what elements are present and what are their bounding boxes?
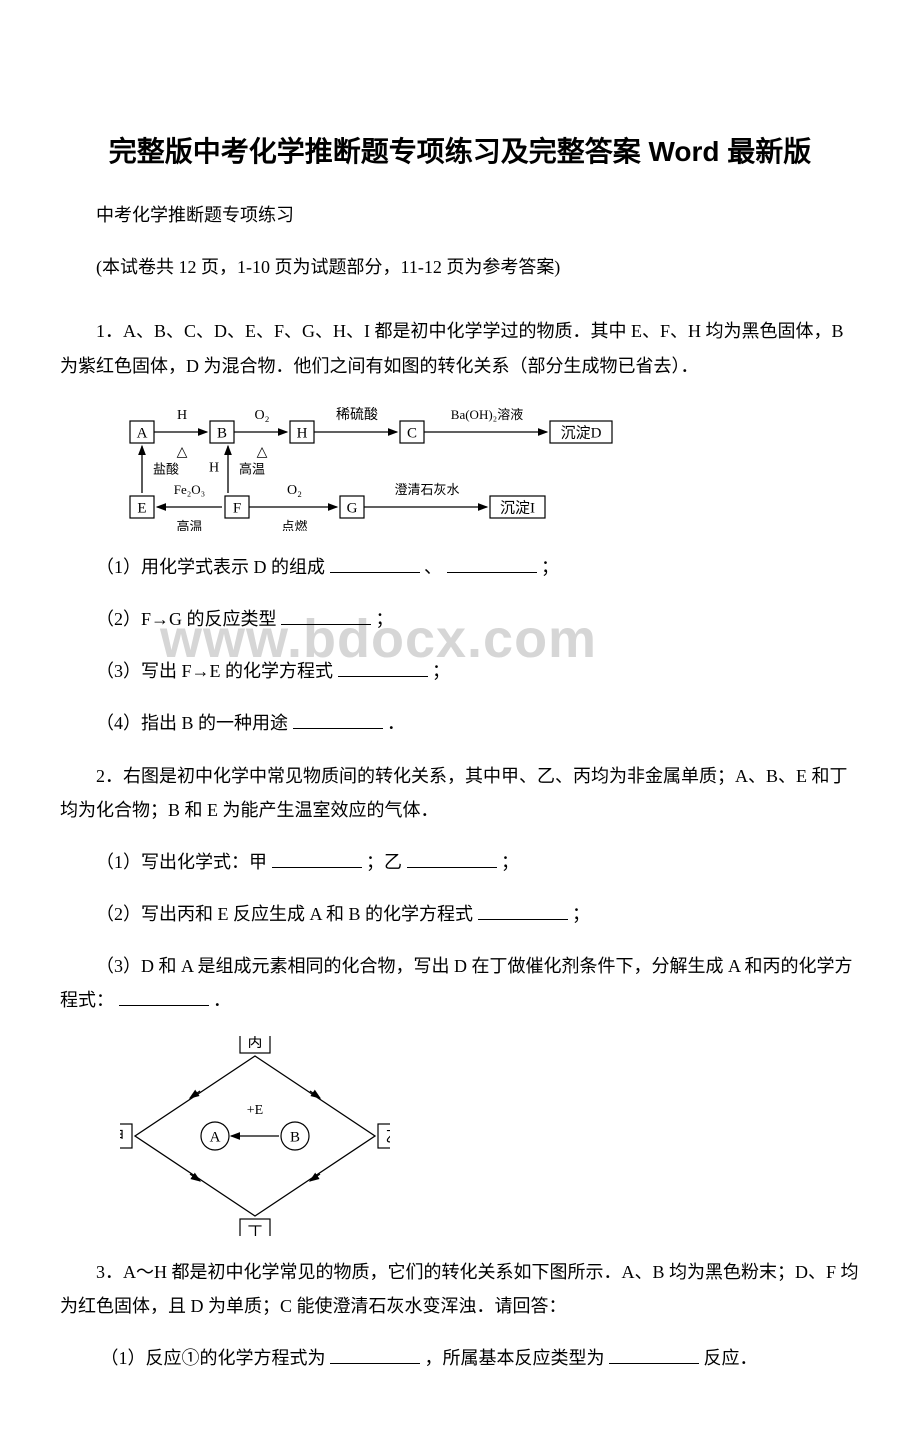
q2-p1-c: ； xyxy=(501,852,519,872)
svg-text:丁: 丁 xyxy=(247,1224,262,1236)
svg-text:H: H xyxy=(297,425,308,441)
q1-p2-a: （2）F→G 的反应类型 xyxy=(96,609,277,629)
q3-p1-blank2 xyxy=(609,1346,699,1364)
q2-part3: （3）D 和 A 是组成元素相同的化合物，写出 D 在丁做催化剂条件下，分解生成… xyxy=(60,949,860,1017)
svg-text:F: F xyxy=(233,500,241,516)
q2-p1-a: （1）写出化学式：甲 xyxy=(96,852,267,872)
q3-p1-blank1 xyxy=(330,1346,420,1364)
svg-text:高温: 高温 xyxy=(239,461,265,476)
svg-text:稀硫酸: 稀硫酸 xyxy=(336,407,378,423)
q3-stem: 3．A～H 都是初中化学常见的物质，它们的转化关系如下图所示．A、B 均为黑色粉… xyxy=(60,1255,860,1323)
svg-text:点燃: 点燃 xyxy=(281,519,307,531)
svg-text:盐酸: 盐酸 xyxy=(153,461,179,476)
q2-p1-blank1 xyxy=(272,850,362,868)
q2-p2-a: （2）写出丙和 E 反应生成 A 和 B 的化学方程式 xyxy=(96,904,473,924)
svg-text:H: H xyxy=(177,408,187,423)
q1-p4-a: （4）指出 B 的一种用途 xyxy=(96,713,288,733)
q1-p4-blank xyxy=(293,711,383,729)
svg-text:A: A xyxy=(210,1129,221,1145)
q2-p3-b: ． xyxy=(213,990,231,1010)
svg-text:C: C xyxy=(407,425,417,441)
svg-text:E: E xyxy=(137,500,146,516)
q3-p1-c: 反应． xyxy=(704,1348,758,1368)
q2-part1: （1）写出化学式：甲 ；乙 ； xyxy=(60,845,860,879)
q1-p1-c: ； xyxy=(541,557,559,577)
q1-part3: （3）写出 F→E 的化学方程式 ； xyxy=(60,654,860,688)
svg-text:△: △ xyxy=(177,445,188,460)
q1-diagram: A B H C 沉淀D H △ O₂ △ 稀硫酸 Ba(OH)₂溶液 E F G 沉淀I Fe₂O₃ 高温 O₂ 点… xyxy=(120,401,860,536)
doc-title: 完整版中考化学推断题专项练习及完整答案 Word 最新版 xyxy=(60,130,860,170)
q1-part1: （1）用化学式表示 D 的组成 、 ； xyxy=(60,550,860,584)
svg-text:H: H xyxy=(209,460,219,475)
q2-p1-blank2 xyxy=(407,850,497,868)
svg-text:澄清石灰水: 澄清石灰水 xyxy=(394,482,459,497)
svg-text:O₂: O₂ xyxy=(255,408,270,423)
intro-line-1: 中考化学推断题专项练习 xyxy=(60,198,860,232)
q2-diagram: 甲 乙 丙丁 A B +E xyxy=(120,1036,860,1241)
q1-stem: 1．A、B、C、D、E、F、G、H、I 都是初中化学学过的物质．其中 E、F、H… xyxy=(60,314,860,382)
q2-p3-blank xyxy=(119,988,209,1006)
q2-p2-b: ； xyxy=(572,904,590,924)
svg-text:乙: 乙 xyxy=(385,1129,390,1145)
svg-text:高温: 高温 xyxy=(176,519,202,531)
q3-p1-b: ，所属基本反应类型为 xyxy=(425,1348,605,1368)
svg-text:B: B xyxy=(217,425,227,441)
svg-text:Fe₂O₃: Fe₂O₃ xyxy=(174,482,205,497)
svg-text:G: G xyxy=(347,500,358,516)
svg-text:Ba(OH)₂溶液: Ba(OH)₂溶液 xyxy=(451,407,523,422)
svg-text:△: △ xyxy=(257,445,268,460)
q1-p1-blank1 xyxy=(330,555,420,573)
q1-p1-a: （1）用化学式表示 D 的组成 xyxy=(96,557,325,577)
q1-p2-blank xyxy=(281,607,371,625)
q1-p3-blank xyxy=(338,659,428,677)
q1-part2: （2）F→G 的反应类型 ； xyxy=(60,602,860,636)
q1-p1-blank2 xyxy=(447,555,537,573)
svg-text:沉淀D: 沉淀D xyxy=(561,424,602,441)
q2-stem: 2．右图是初中化学中常见物质间的转化关系，其中甲、乙、丙均为非金属单质；A、B、… xyxy=(60,759,860,827)
svg-text:沉淀I: 沉淀I xyxy=(500,499,535,516)
q1-p3-b: ； xyxy=(432,661,450,681)
q3-part1: （1）反应①的化学方程式为 ，所属基本反应类型为 反应． xyxy=(60,1341,860,1375)
q3-p1-a: （1）反应①的化学方程式为 xyxy=(101,1348,326,1368)
q2-p1-b: ；乙 xyxy=(366,852,402,872)
q1-p1-b: 、 xyxy=(424,557,442,577)
svg-text:甲: 甲 xyxy=(120,1129,125,1145)
q1-p2-b: ； xyxy=(376,609,394,629)
svg-text:O₂: O₂ xyxy=(287,483,302,498)
q2-p2-blank xyxy=(478,902,568,920)
svg-text:B: B xyxy=(290,1129,300,1145)
q2-part2: （2）写出丙和 E 反应生成 A 和 B 的化学方程式 ； xyxy=(60,897,860,931)
svg-text:+E: +E xyxy=(247,1103,263,1118)
intro-line-2: (本试卷共 12 页，1-10 页为试题部分，11-12 页为参考答案) xyxy=(60,250,860,284)
q1-part4: （4）指出 B 的一种用途 ． xyxy=(60,706,860,740)
svg-text:A: A xyxy=(137,425,148,441)
svg-text:丙: 丙 xyxy=(247,1036,262,1050)
q1-p4-b: ． xyxy=(387,713,405,733)
q1-p3-a: （3）写出 F→E 的化学方程式 xyxy=(96,661,333,681)
